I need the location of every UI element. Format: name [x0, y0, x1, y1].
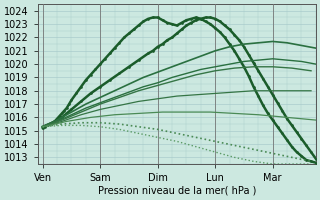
X-axis label: Pression niveau de la mer( hPa ): Pression niveau de la mer( hPa ) — [98, 186, 256, 196]
